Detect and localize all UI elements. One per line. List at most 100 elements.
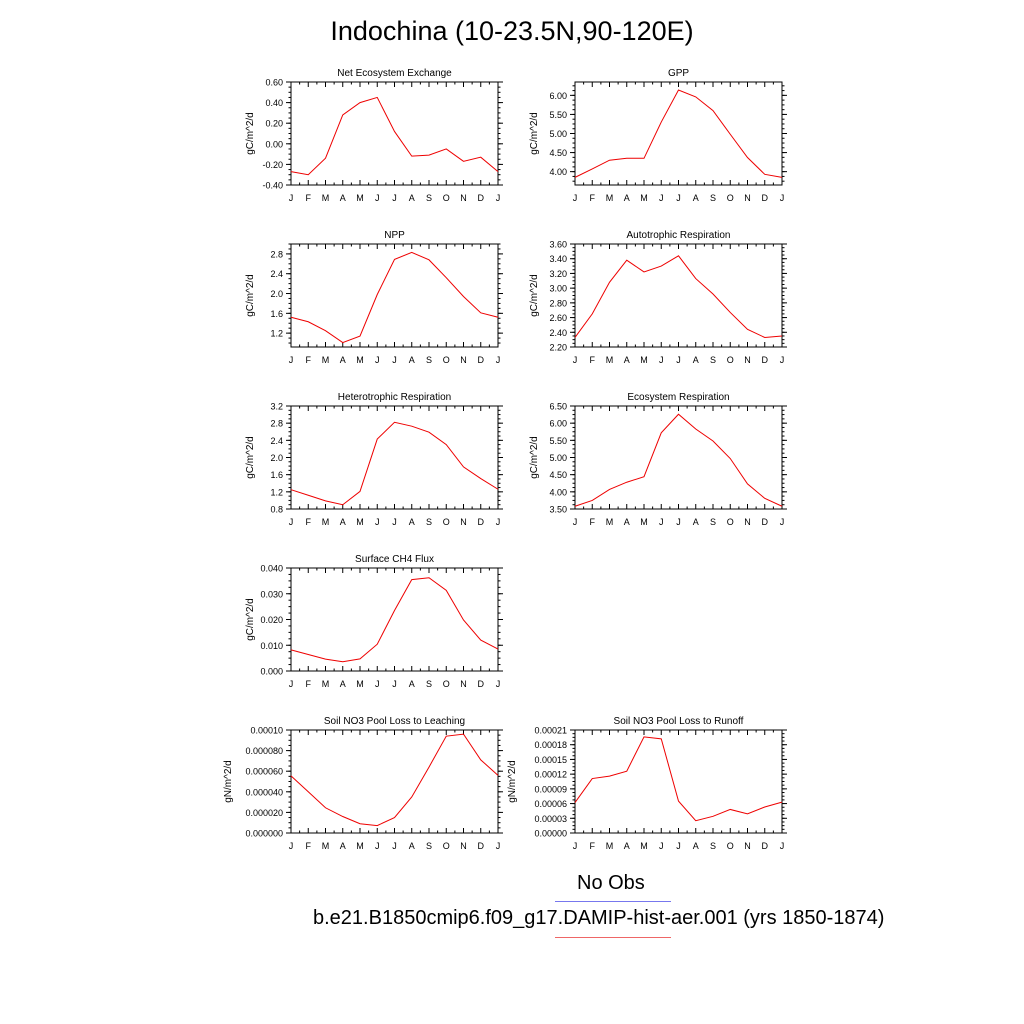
x-tick-label: N (460, 517, 467, 527)
x-tick-label: D (762, 841, 769, 851)
x-tick-label: A (693, 355, 699, 365)
series-line (290, 733, 499, 827)
x-tick-label: O (443, 841, 450, 851)
series-line (290, 96, 499, 176)
x-tick-label: A (340, 679, 346, 689)
x-tick-label: A (340, 841, 346, 851)
x-tick-label: M (356, 841, 364, 851)
x-tick-label: N (460, 679, 467, 689)
x-tick-label: S (426, 679, 432, 689)
x-tick-label: F (590, 193, 596, 203)
x-tick-label: J (392, 355, 397, 365)
y-tick-label: 5.00 (549, 129, 567, 139)
x-tick-label: A (693, 841, 699, 851)
x-tick-label: F (306, 193, 312, 203)
y-tick-label: 0.40 (265, 98, 283, 108)
y-tick-label: 0.8 (270, 505, 283, 515)
x-tick-label: S (426, 193, 432, 203)
series-line (574, 89, 783, 178)
y-tick-label: 4.00 (549, 487, 567, 497)
x-tick-label: A (340, 193, 346, 203)
x-tick-label: D (478, 679, 485, 689)
x-tick-label: A (409, 517, 415, 527)
x-tick-label: O (727, 841, 734, 851)
x-tick-label: J (676, 355, 681, 365)
chart-title: Surface CH4 Flux (355, 554, 434, 565)
x-tick-label: J (496, 517, 501, 527)
x-tick-label: J (573, 193, 578, 203)
x-tick-label: N (460, 355, 467, 365)
y-axis-label: gC/m^2/d (529, 274, 540, 317)
x-tick-label: S (426, 355, 432, 365)
x-tick-label: J (496, 679, 501, 689)
x-tick-label: M (322, 679, 330, 689)
y-tick-label: 1.6 (270, 470, 283, 480)
x-tick-label: J (676, 841, 681, 851)
legend-case-label: b.e21.B1850cmip6.f09_g17.DAMIP-hist-aer.… (313, 907, 885, 929)
x-tick-label: J (375, 355, 380, 365)
y-axis-label: gC/m^2/d (245, 598, 256, 641)
y-tick-label: 0.00012 (534, 770, 567, 780)
y-tick-label: 2.60 (549, 313, 567, 323)
x-tick-label: M (606, 517, 614, 527)
x-tick-label: A (624, 517, 630, 527)
x-tick-label: J (496, 193, 501, 203)
x-tick-label: J (496, 355, 501, 365)
plot-frame (290, 81, 499, 186)
x-tick-label: N (744, 355, 751, 365)
y-tick-label: 0.00021 (534, 726, 567, 736)
chart-title: GPP (668, 68, 689, 79)
x-tick-label: O (443, 517, 450, 527)
y-tick-label: 0.010 (260, 641, 283, 651)
x-tick-label: S (710, 193, 716, 203)
y-tick-label: 0.000020 (245, 808, 283, 818)
y-tick-label: 0.000080 (245, 746, 283, 756)
x-tick-label: J (659, 841, 664, 851)
x-tick-label: S (710, 355, 716, 365)
y-tick-label: 6.50 (549, 402, 567, 412)
x-tick-label: D (478, 841, 485, 851)
x-tick-label: J (289, 679, 294, 689)
x-tick-label: A (340, 355, 346, 365)
x-tick-label: M (356, 355, 364, 365)
chart-title: Ecosystem Respiration (627, 392, 729, 403)
y-tick-label: 5.50 (549, 110, 567, 120)
x-tick-label: M (640, 355, 648, 365)
x-tick-label: M (322, 841, 330, 851)
y-tick-label: 0.00010 (250, 726, 283, 736)
plot-frame (574, 243, 783, 348)
y-tick-label: 2.4 (270, 269, 283, 279)
y-tick-label: 2.8 (270, 249, 283, 259)
y-tick-label: 4.50 (549, 470, 567, 480)
y-axis-label: gC/m^2/d (245, 436, 256, 479)
y-tick-label: 3.40 (549, 254, 567, 264)
plot-frame (290, 405, 499, 510)
x-tick-label: D (478, 355, 485, 365)
y-tick-label: 0.000060 (245, 767, 283, 777)
plot-frame (574, 405, 783, 510)
series-line (290, 251, 499, 344)
x-tick-label: J (573, 355, 578, 365)
y-axis-label: gN/m^2/d (223, 760, 234, 803)
chart-title: Soil NO3 Pool Loss to Leaching (324, 716, 465, 727)
y-tick-label: 4.00 (549, 167, 567, 177)
y-axis-label: gC/m^2/d (245, 112, 256, 155)
y-tick-label: 0.020 (260, 615, 283, 625)
y-tick-label: 2.0 (270, 453, 283, 463)
x-tick-label: J (392, 841, 397, 851)
series-line (574, 413, 783, 507)
y-tick-label: 1.2 (270, 329, 283, 339)
y-tick-label: 3.20 (549, 269, 567, 279)
x-tick-label: F (306, 841, 312, 851)
y-axis-label: gC/m^2/d (529, 436, 540, 479)
y-tick-label: 2.0 (270, 289, 283, 299)
x-tick-label: M (606, 355, 614, 365)
x-tick-label: A (624, 193, 630, 203)
x-tick-label: S (426, 841, 432, 851)
y-tick-label: 1.2 (270, 487, 283, 497)
y-tick-label: 2.8 (270, 419, 283, 429)
plot-frame (574, 729, 783, 834)
